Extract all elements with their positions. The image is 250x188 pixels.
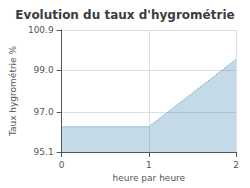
- svg-text:99.0: 99.0: [34, 65, 54, 75]
- svg-text:0: 0: [59, 160, 65, 170]
- svg-text:Evolution du taux d'hygrométri: Evolution du taux d'hygrométrie: [15, 8, 234, 22]
- svg-text:1: 1: [146, 160, 152, 170]
- svg-text:heure par heure: heure par heure: [113, 173, 186, 183]
- svg-text:Taux hygrométrie %: Taux hygrométrie %: [8, 45, 18, 137]
- svg-text:2: 2: [233, 160, 239, 170]
- svg-text:95.1: 95.1: [34, 147, 54, 157]
- svg-text:97.0: 97.0: [34, 107, 54, 117]
- svg-text:100.9: 100.9: [28, 25, 54, 35]
